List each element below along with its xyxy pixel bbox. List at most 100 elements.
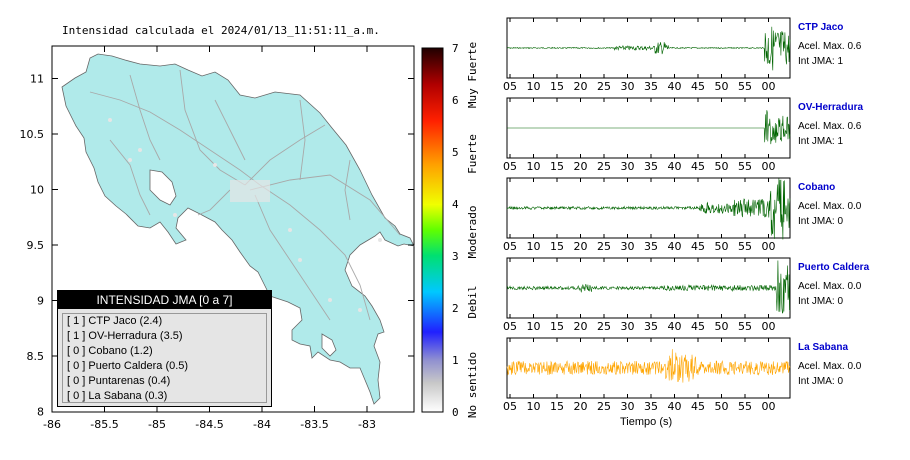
station-name: La Sabana [798,342,849,353]
legend-station: Puntarenas (0.4) [88,375,171,387]
station-info: OV-Herradura Acel. Max. 0.6 Int JMA: 1 [798,102,863,147]
trace-tick-label: 35 [644,320,658,333]
trace-tick-label: 55 [738,240,752,253]
colorbar-value: 7 [452,42,459,55]
legend-station: Puerto Caldera (0.5) [88,360,189,372]
legend-item: [ 0 ] La Sabana (0.3) [63,389,266,404]
trace-tick-label: 50 [715,80,729,93]
colorbar-ticks: 7 6 5 4 3 2 1 0 Muy Fuerte Fuerte Moderado Debil No … [452,42,479,419]
trace-tick-label: 20 [574,160,588,173]
trace-tick-label: 50 [715,160,729,173]
legend-jma: [ 0 ] [67,390,86,402]
costa-rica-land [61,53,415,405]
trace-tick-label: 30 [621,400,635,413]
trace-tick-label: 40 [668,240,682,253]
trace-tick-label: 25 [597,240,611,253]
trace-tick-label: 55 [738,320,752,333]
trace-tick-label: 00 [762,80,776,93]
trace-tick-label: 10 [527,320,541,333]
trace-tick-label: 15 [550,320,564,333]
map-title: Intensidad calculada el 2024/01/13_11:51… [62,24,380,37]
trace-tick-label: 45 [691,160,705,173]
station-acel: Acel. Max. 0.6 [798,121,862,132]
station-int: Int JMA: 1 [798,56,844,67]
trace-tick-label: 10 [527,80,541,93]
colorbar-value: 3 [452,250,459,263]
trace-tick-label: 10 [527,160,541,173]
trace-tick-label: 00 [762,160,776,173]
trace-tick-label: 00 [762,240,776,253]
trace-tick-label: 40 [668,80,682,93]
trace-tick-label: 15 [550,400,564,413]
trace-waveform [506,26,791,71]
trace-tick-label: 10 [527,400,541,413]
map-ytick-label: 9.5 [27,239,45,252]
trace-tick-label: 10 [527,240,541,253]
map-ytick-label: 10.5 [20,128,45,141]
station-int: Int JMA: 0 [798,376,844,387]
legend-jma: [ 1 ] [67,330,86,342]
trace-tick-label: 50 [715,320,729,333]
trace-tick-label: 35 [644,80,658,93]
trace-tick-label: 55 [738,400,752,413]
station-int: Int JMA: 0 [798,216,844,227]
station-int: Int JMA: 0 [798,296,844,307]
trace-tick-label: 05 [503,320,517,333]
colorbar-value: 5 [452,146,459,159]
colorbar-value: 4 [452,198,459,211]
trace-tick-label: 55 [738,160,752,173]
trace-tick-label: 45 [691,320,705,333]
trace-tick-label: 25 [597,320,611,333]
trace-tick-label: 50 [715,240,729,253]
legend-item: [ 0 ] Cobano (1.2) [63,344,266,359]
trace-tick-label: 35 [644,240,658,253]
trace-waveform [506,260,791,314]
map-xtick-label: -84 [253,418,271,431]
map-ytick-label: 11 [30,73,44,86]
trace-tick-label: 15 [550,240,564,253]
map-xtick-label: -84.5 [195,418,223,431]
trace-tick-label: 45 [691,240,705,253]
trace-tick-label: 40 [668,160,682,173]
legend-station: La Sabana (0.3) [88,390,168,402]
station-name: Cobano [798,182,836,193]
trace-waveform [506,178,791,240]
trace-tick-label: 30 [621,320,635,333]
map-xtick-label: -85 [148,418,166,431]
trace-tick-label: 55 [738,80,752,93]
map-ytick-label: 10 [30,184,44,197]
station-info: CTP Jaco Acel. Max. 0.6 Int JMA: 1 [798,22,861,67]
intensity-legend: INTENSIDAD JMA [0 a 7] [ 1 ] CTP Jaco (2… [57,290,272,407]
waveform-traces: 05 10 15 20 25 30 35 40 45 50 55 00 05 10 15 20 25 30 35 40… [503,17,791,413]
trace-tick-label: 05 [503,80,517,93]
station-info: La Sabana Acel. Max. 0.0 Int JMA: 0 [798,342,861,387]
trace-tick-label: 40 [668,400,682,413]
legend-item: [ 1 ] CTP Jaco (2.4) [63,314,266,329]
colorbar-category: Muy Fuerte [466,42,479,108]
legend-item: [ 0 ] Puntarenas (0.4) [63,374,266,389]
legend-item: [ 1 ] OV-Herradura (3.5) [63,329,266,344]
map-ytick-label: 8.5 [27,350,45,363]
trace-tick-label: 00 [762,400,776,413]
trace-tick-label: 20 [574,240,588,253]
map-ytick-label: 8 [37,406,44,419]
trace-tick-label: 15 [550,80,564,93]
map-axes: -86 -85.5 -85 -84.5 -84 -83.5 -83 11 10.5 10 9.5 9 8… [20,46,414,431]
colorbar-category: No sentido [466,352,479,418]
legend-jma: [ 0 ] [67,345,86,357]
colorbar-value: 1 [452,354,459,367]
trace-tick-label: 15 [550,160,564,173]
legend-station: OV-Herradura (3.5) [88,330,183,342]
trace-waveform [507,110,791,145]
map-xtick-label: -86 [43,418,61,431]
map-xtick-label: -85.5 [90,418,118,431]
station-name: Puerto Caldera [798,262,870,273]
trace-tick-label: 45 [691,80,705,93]
map-xtick-label: -83 [358,418,376,431]
trace-tick-label: 25 [597,400,611,413]
colorbar-category: Moderado [466,206,479,259]
trace-tick-label: 40 [668,320,682,333]
legend-jma: [ 0 ] [67,360,86,372]
colorbar [421,47,444,413]
